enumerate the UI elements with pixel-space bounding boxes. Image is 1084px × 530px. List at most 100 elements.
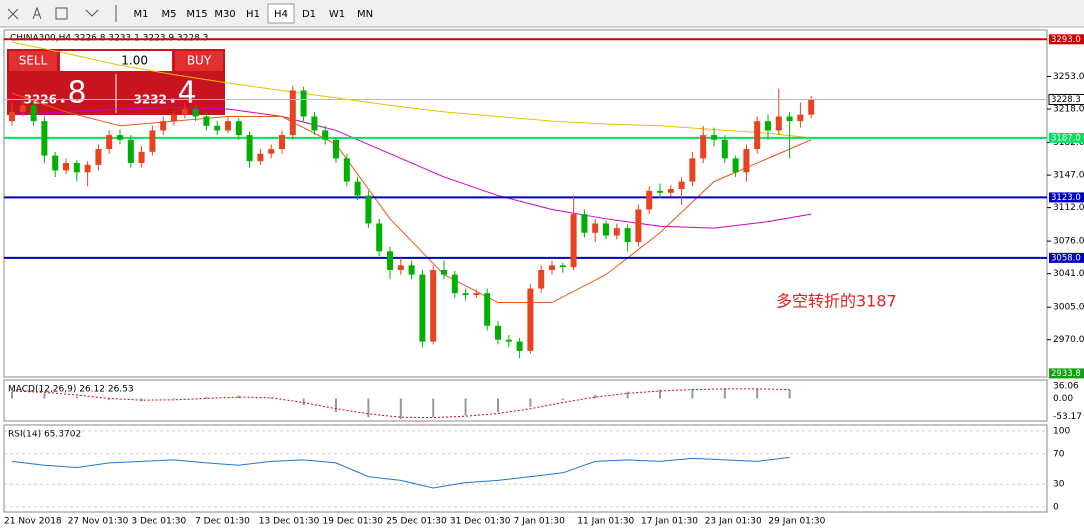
buy-price-frac: .4 (168, 76, 197, 111)
timeframe-button[interactable]: H4 (274, 9, 288, 20)
candle-body (365, 195, 372, 224)
x-tick-label: 11 Jan 01:30 (577, 517, 634, 527)
candle-body (581, 214, 588, 233)
candle-body (181, 109, 188, 115)
candle-body (268, 149, 275, 154)
candle-body (397, 265, 404, 270)
timeframe-button[interactable]: MN (357, 9, 373, 20)
toolbar (0, 0, 1084, 27)
macd-bar (756, 388, 759, 399)
macd-bar (529, 398, 532, 407)
current-price-label: 3228.3 (1051, 95, 1081, 105)
candle-body (743, 149, 750, 173)
moving-average (11, 106, 812, 229)
x-tick-label: 29 Jan 01:30 (768, 517, 825, 527)
timeframe-button[interactable]: M1 (134, 9, 149, 20)
macd-bar (335, 398, 337, 413)
y-tick-label: 3112.0 (1053, 203, 1084, 213)
macd-bar (302, 398, 305, 406)
candle-body (387, 251, 393, 270)
candle-body (300, 90, 307, 117)
candle-body (30, 105, 37, 122)
candle-body (117, 135, 123, 140)
x-tick-label: 3 Dec 01:30 (131, 517, 186, 527)
x-tick-label: 7 Jan 01:30 (514, 517, 566, 527)
timeframe-button[interactable]: D1 (302, 9, 316, 20)
level-price-label: 3187.0 (1051, 133, 1081, 143)
macd-panel (3, 379, 1048, 422)
candle-body (786, 116, 793, 122)
low-price-box (1049, 368, 1084, 379)
lot-input[interactable] (60, 51, 172, 71)
level-price-box (1049, 252, 1084, 263)
candle-body (73, 163, 80, 173)
level-price-label: 3123.0 (1051, 193, 1081, 203)
x-tick-label: 7 Dec 01:30 (195, 517, 250, 527)
candle-body (473, 293, 480, 296)
active-timeframe[interactable] (267, 3, 295, 24)
candle-body (635, 209, 642, 243)
candle-body (257, 153, 264, 162)
candle-body (667, 189, 674, 193)
level-price-label: 3293.0 (1051, 35, 1081, 45)
level-price-box (1049, 34, 1084, 45)
candle-body (700, 135, 707, 159)
candle-body (279, 135, 285, 150)
candle-body (354, 181, 361, 196)
candle-body (322, 130, 329, 140)
sell-button[interactable] (9, 51, 57, 71)
candle-body (9, 111, 15, 122)
candle-body (214, 125, 221, 131)
macd-bar (399, 398, 402, 419)
buy-label[interactable]: BUY (187, 54, 212, 68)
macd-tick-label: 36.06 (1053, 382, 1079, 392)
macd-bar (432, 398, 435, 418)
candle-body (311, 116, 318, 131)
candle-body (505, 339, 512, 342)
buy-button[interactable] (175, 51, 223, 71)
candle-body (376, 223, 383, 252)
candle-body (711, 135, 717, 140)
sell-label[interactable]: SELL (19, 54, 48, 68)
candle-body (289, 90, 296, 136)
macd-bar (237, 395, 240, 399)
timeframe-button[interactable]: H1 (246, 9, 260, 20)
candle-body (732, 158, 739, 173)
candle-body (451, 274, 458, 294)
macd-bar (464, 398, 467, 416)
lot-value[interactable]: 1.00 (121, 54, 148, 68)
x-tick-label: 27 Nov 01:30 (68, 517, 129, 527)
candle-body (343, 158, 350, 182)
y-tick-label: 3253.0 (1053, 72, 1084, 82)
candle-body (160, 121, 167, 131)
candle-body (495, 325, 501, 340)
candle-body (192, 109, 199, 117)
rsi-line (11, 456, 790, 489)
candle-body (603, 223, 609, 236)
rsi-title: RSI(14) 65.3702 (8, 430, 81, 440)
low-price-label: 2933.8 (1051, 369, 1081, 379)
candle-body (646, 190, 653, 210)
macd-bar (173, 398, 175, 400)
timeframe-button[interactable]: M30 (214, 9, 235, 20)
macd-tick-label: -53.17 (1053, 412, 1082, 422)
moving-average (11, 92, 812, 304)
macd-signal (11, 388, 790, 419)
candle-body (721, 139, 728, 159)
candle-body (689, 158, 696, 182)
timeframe-button[interactable]: M15 (186, 9, 207, 20)
timeframe-button[interactable]: M5 (162, 9, 177, 20)
candle-body (808, 99, 815, 115)
candle-body (613, 228, 620, 236)
candle-body (63, 163, 69, 171)
y-tick-label: 2970.0 (1053, 335, 1084, 345)
y-tick-label: 3041.0 (1053, 269, 1084, 279)
y-tick-label: 3147.0 (1053, 171, 1084, 181)
candle-body (430, 269, 437, 342)
y-tick-label: 3076.0 (1053, 237, 1084, 247)
candle-body (775, 116, 782, 131)
macd-bar (270, 397, 273, 399)
x-tick-label: 19 Dec 01:30 (323, 517, 384, 527)
timeframe-button[interactable]: W1 (329, 9, 345, 20)
